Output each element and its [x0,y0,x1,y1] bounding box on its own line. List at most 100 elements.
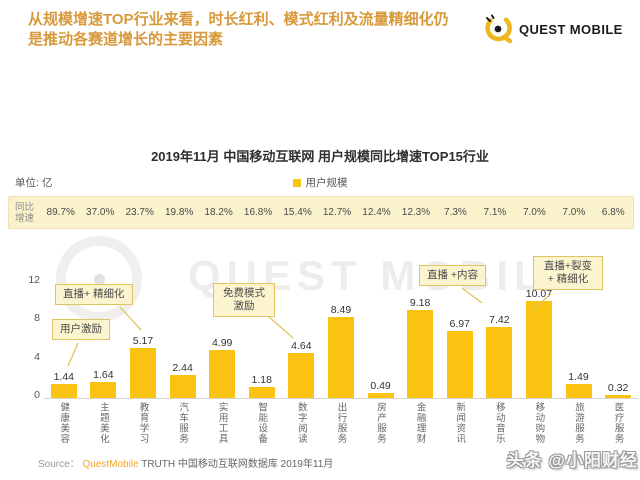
questmobile-logo: QUEST MOBILE [482,13,623,45]
bar-value-label: 9.18 [409,296,431,309]
byline-watermark: 头条 @小阳财经 [506,451,638,470]
bar-value-label: 0.49 [370,380,391,393]
page-title-line1: 从规模增速TOP行业来看，时长红利、模式红利及流量精细化仍 [28,11,449,28]
y-axis-tick-label: 0 [34,389,40,401]
bar [367,393,394,398]
growth-rate-value: 23.7% [125,207,154,218]
bar-value-label: 10.07 [525,288,553,301]
source-prefix: Source： [38,459,80,470]
bar [288,353,315,398]
watermark-logo-dot [94,274,105,285]
x-axis-line [44,398,638,399]
source-rest: TRUTH 中国移动互联网数据库 2019年11月 [141,459,334,470]
bar-value-label: 4.64 [291,340,312,353]
bar-column: 2.44 [163,362,203,398]
growth-rate-value: 16.8% [243,207,273,218]
growth-rate-band: 同比增速 89.7% 37.0% 23.7% 19.8% 18.2% 16.8% 15.4%… [8,196,634,229]
bar-column: 1.18 [242,374,282,398]
bar-value-label: 5.17 [132,335,154,348]
bar-column: 4.64 [282,340,322,398]
source-note: Source： QuestMobile TRUTH 中国移动互联网数据库 201… [38,455,333,470]
bar [446,331,473,398]
legend: 用户规模 [0,175,640,190]
questmobile-logo-text: QUEST MOBILE [519,21,623,37]
growth-rate-value: 89.7% [46,207,75,218]
bar-column: 5.17 [123,335,163,398]
bar [525,301,552,398]
bar-value-label: 1.49 [568,370,589,383]
bar-column: 4.99 [202,337,242,398]
bars-row: 1.44 1.64 5.17 2.44 4.99 1.18 4.64 8.49 0.49 9.18… [44,244,638,398]
growth-rate-value: 12.4% [362,207,391,218]
bar-value-label: 4.99 [211,337,233,350]
growth-rate-value: 7.3% [444,207,467,218]
bar-value-label: 1.44 [53,371,75,384]
annotation-user-incentive: 用户激励 [52,319,110,340]
y-axis-tick-label: 12 [28,273,40,286]
bar-column: 0.49 [361,380,401,398]
unit-label: 单位: 亿 [15,177,53,189]
growth-rate-value: 19.8% [164,207,194,218]
category-label: 汽车服务 [177,402,189,444]
annotation-live-refinement: 直播+ 精细化 [55,284,133,305]
growth-rate-value: 18.2% [204,207,233,218]
annotation-live-content: 直播 +内容 [419,265,487,286]
growth-rate-value: 12.7% [322,207,352,218]
bar-value-label: 0.32 [607,381,629,394]
bar-column: 9.18 [400,297,440,398]
category-label: 健康美容 [58,402,70,444]
page-title: 从规模增速TOP行业来看，时长红利、模式红利及流量精细化仍 是推动各赛道增长的主… [28,10,486,50]
y-axis-tick-label: 4 [34,350,40,363]
bar [565,383,592,398]
bar-value-label: 2.44 [172,361,193,374]
category-label: 智能设备 [256,402,268,444]
category-label: 房产服务 [375,402,387,444]
bar [605,394,632,398]
category-label: 移动音乐 [493,402,505,444]
category-label: 新闻资讯 [454,402,466,444]
growth-rate-row-values: 89.7% 37.0% 23.7% 19.8% 18.2% 16.8% 15.4% 12.7%… [41,197,633,228]
bar-value-label: 1.64 [93,369,114,382]
growth-rate-value: 12.3% [401,207,431,218]
growth-rate-value: 7.1% [483,207,507,218]
source-brand: QuestMobile [82,459,139,470]
watermark-logo-ring [56,236,142,322]
bar [327,316,354,398]
bar-column: 1.64 [84,369,124,398]
annotation-live-fission: 直播+裂变 + 精细化 [533,256,603,290]
category-label: 实用工具 [216,402,228,444]
category-label: 医疗服务 [612,402,624,444]
y-axis-tick-label: 8 [34,312,40,325]
bar [209,350,236,398]
bar [486,326,513,398]
category-label: 出行服务 [335,402,347,444]
annotation-free-model: 免费模式 激励 [213,283,275,317]
bar-column: 7.42 [480,314,520,398]
questmobile-logo-icon [485,14,513,44]
bar [129,348,156,398]
bar-column: 0.32 [598,382,638,398]
bar [90,382,117,398]
category-label: 主题美化 [97,402,109,444]
bar-value-label: 7.42 [489,313,510,326]
category-label: 金融理财 [414,402,426,444]
bar-value-label: 6.97 [449,318,470,331]
growth-rate-value: 7.0% [522,207,546,218]
growth-rate-value: 7.0% [562,207,586,218]
category-label: 移动购物 [533,402,545,444]
bar-column: 1.44 [44,371,84,398]
bar-value-label: 8.49 [330,303,352,316]
legend-swatch-icon [292,178,301,187]
bar [169,374,196,398]
bar [407,309,434,398]
bar-column: 10.07 [519,288,559,398]
bar-value-label: 1.18 [251,373,272,386]
growth-rate-value: 15.4% [283,207,312,218]
bar-column: 6.97 [440,318,480,398]
growth-rate-band-label: 同比增速 [15,201,35,224]
category-label: 旅游服务 [573,402,585,444]
growth-rate-value: 6.8% [601,207,625,218]
page-title-line2: 是推动各赛道增长的主要因素 [28,31,224,48]
bar [248,386,275,398]
